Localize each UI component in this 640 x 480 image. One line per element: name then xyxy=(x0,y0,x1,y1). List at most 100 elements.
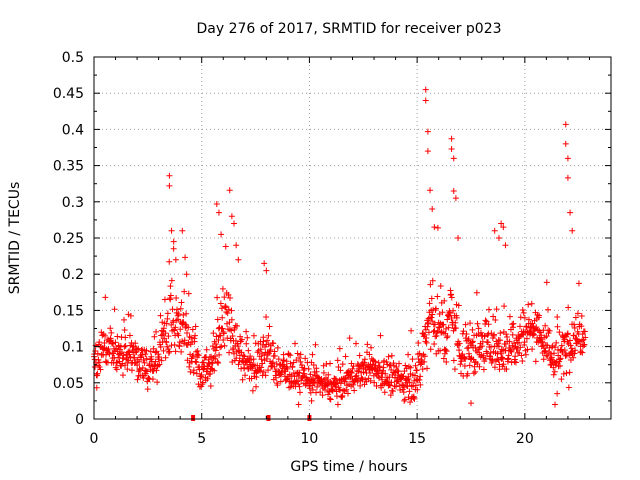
data-point xyxy=(425,329,432,336)
data-point xyxy=(150,345,157,352)
data-point xyxy=(265,332,272,339)
data-point xyxy=(395,368,402,375)
data-point xyxy=(183,330,190,337)
data-point xyxy=(462,355,469,362)
data-point xyxy=(525,316,532,323)
data-point xyxy=(203,346,210,353)
data-point xyxy=(214,359,221,366)
data-point xyxy=(213,200,220,207)
data-point xyxy=(166,258,173,265)
data-point xyxy=(209,343,216,350)
data-point xyxy=(571,321,578,328)
data-point xyxy=(405,394,412,401)
data-point xyxy=(456,340,463,347)
data-point xyxy=(391,369,398,376)
data-point xyxy=(467,400,474,407)
data-point xyxy=(421,358,428,365)
data-point xyxy=(420,330,427,337)
data-point xyxy=(325,371,332,378)
data-point xyxy=(567,209,574,216)
x-tick-label: 0 xyxy=(90,431,99,447)
data-point xyxy=(212,347,219,354)
data-point xyxy=(499,355,506,362)
data-point xyxy=(221,342,228,349)
data-point xyxy=(183,310,190,317)
data-point xyxy=(253,374,260,381)
data-point xyxy=(407,364,414,371)
data-point xyxy=(552,362,559,369)
data-point xyxy=(512,359,519,366)
data-point xyxy=(263,314,270,321)
data-point xyxy=(424,148,431,155)
data-point xyxy=(91,356,98,363)
y-tick-label: 0.15 xyxy=(53,303,84,319)
data-point xyxy=(440,321,447,328)
data-point xyxy=(219,325,226,332)
data-point xyxy=(108,329,115,336)
data-point xyxy=(240,352,247,359)
data-point xyxy=(162,354,169,361)
data-point xyxy=(121,316,128,323)
data-point xyxy=(477,329,484,336)
data-point xyxy=(93,384,100,391)
data-point xyxy=(445,324,452,331)
data-point xyxy=(132,349,139,356)
data-point xyxy=(516,339,523,346)
data-point xyxy=(244,334,251,341)
data-point xyxy=(254,349,261,356)
data-point xyxy=(566,369,573,376)
data-gap-marker xyxy=(191,415,196,421)
data-point xyxy=(448,294,455,301)
data-point xyxy=(414,386,421,393)
data-point xyxy=(418,360,425,367)
data-point xyxy=(160,347,167,354)
data-point xyxy=(490,313,497,320)
data-point xyxy=(377,332,384,339)
data-point xyxy=(467,320,474,327)
data-point xyxy=(407,399,414,406)
data-point xyxy=(210,330,217,337)
data-point xyxy=(455,302,462,309)
data-point xyxy=(211,367,218,374)
y-tick-label: 0.35 xyxy=(53,159,84,175)
data-point xyxy=(172,348,179,355)
data-point xyxy=(309,351,316,358)
data-point xyxy=(541,348,548,355)
data-point xyxy=(350,363,357,370)
data-point xyxy=(523,335,530,342)
data-point xyxy=(426,300,433,307)
data-point xyxy=(217,344,224,351)
data-point xyxy=(346,335,353,342)
x-tick-label: 20 xyxy=(516,431,534,447)
data-point xyxy=(572,347,579,354)
data-point xyxy=(167,292,174,299)
data-point xyxy=(387,361,394,368)
data-point xyxy=(308,397,315,404)
data-point xyxy=(381,389,388,396)
data-point xyxy=(564,174,571,181)
data-point xyxy=(121,326,128,333)
data-point xyxy=(156,354,163,361)
data-point xyxy=(579,349,586,356)
data-point xyxy=(452,319,459,326)
data-point xyxy=(144,368,151,375)
y-tick-label: 0.4 xyxy=(62,122,84,138)
data-point xyxy=(442,346,449,353)
data-point xyxy=(113,366,120,373)
data-point xyxy=(219,314,226,321)
data-point xyxy=(373,383,380,390)
data-point xyxy=(356,352,363,359)
data-point xyxy=(502,242,509,249)
data-point xyxy=(521,314,528,321)
data-point xyxy=(296,369,303,376)
data-point xyxy=(547,350,554,357)
data-point xyxy=(368,344,375,351)
data-point xyxy=(261,260,268,267)
data-point xyxy=(192,332,199,339)
data-point xyxy=(274,382,281,389)
data-point xyxy=(149,376,156,383)
data-point xyxy=(519,331,526,338)
data-point xyxy=(437,282,444,289)
data-point xyxy=(409,356,416,363)
data-point xyxy=(321,386,328,393)
